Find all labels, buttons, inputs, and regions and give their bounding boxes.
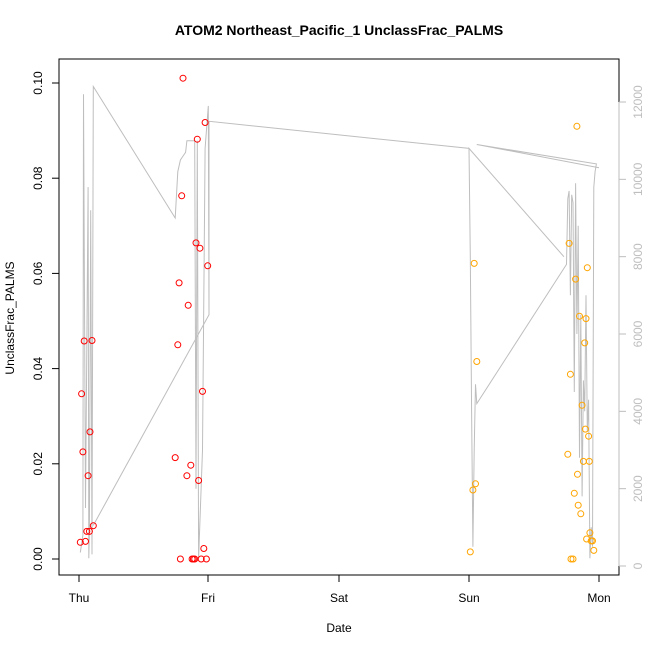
y-right-tick-label: 0 — [631, 562, 645, 569]
data-point-red — [175, 279, 183, 287]
data-point-red — [86, 428, 94, 436]
data-point-orange — [570, 489, 578, 497]
data-point-orange — [586, 529, 594, 537]
x-tick-label: Thu — [69, 591, 90, 605]
data-point-red — [195, 477, 203, 484]
data-point-orange — [572, 275, 580, 283]
points-layer — [76, 74, 598, 563]
data-point-orange — [565, 239, 573, 247]
altitude-line-layer — [79, 84, 600, 559]
data-point-red — [187, 461, 195, 469]
data-point-orange — [566, 370, 574, 378]
data-point-red — [199, 387, 206, 395]
data-point-orange — [589, 537, 596, 545]
y-right-tick-label: 10000 — [631, 162, 645, 196]
y-tick-label: 0.02 — [31, 452, 45, 476]
data-point-red — [204, 262, 212, 270]
data-point-red — [85, 527, 93, 535]
data-point-orange — [469, 486, 477, 494]
data-point-red — [82, 537, 89, 545]
x-tick-label: Fri — [201, 591, 215, 605]
data-point-red — [176, 555, 184, 563]
data-point-red — [183, 472, 191, 480]
data-point-red — [174, 341, 182, 349]
data-point-red — [80, 337, 88, 345]
y-axis-label: UnclassFrac_PALMS — [3, 261, 17, 374]
data-point-orange — [569, 555, 577, 563]
data-point-red — [84, 472, 92, 480]
x-axis-label: Date — [326, 621, 352, 635]
data-point-red — [78, 390, 86, 398]
x-tick-label: Mon — [587, 591, 610, 605]
data-point-orange — [576, 312, 583, 320]
data-point-orange — [585, 432, 593, 440]
data-point-red — [171, 454, 179, 462]
data-point-orange — [470, 259, 478, 267]
data-point-red — [89, 522, 97, 530]
data-point-red — [83, 527, 91, 535]
data-point-orange — [590, 546, 598, 554]
data-point-orange — [578, 401, 586, 409]
data-point-red — [192, 239, 200, 247]
data-point-red — [184, 301, 192, 309]
y-right-tick-label: 4000 — [631, 398, 645, 425]
data-point-red — [76, 538, 84, 546]
data-point-red — [178, 192, 186, 200]
data-point-orange — [581, 425, 589, 433]
altitude-line — [79, 84, 600, 559]
data-point-red — [196, 244, 204, 252]
data-point-red — [79, 448, 87, 456]
x-tick-label: Sun — [458, 591, 479, 605]
y-tick-label: 0.06 — [31, 261, 45, 285]
y-tick-label: 0.00 — [31, 547, 45, 571]
data-point-orange — [585, 457, 593, 465]
data-point-red — [200, 545, 208, 552]
y-tick-label: 0.08 — [31, 166, 45, 190]
data-point-orange — [574, 470, 581, 478]
y-right-tick-label: 8000 — [631, 243, 645, 270]
data-point-orange — [573, 122, 581, 130]
axes-layer: Thu Fri Sat Sun Mon 0.00 0.02 0.04 0.06 0.08 0.10 0… — [31, 71, 645, 605]
data-point-orange — [582, 315, 590, 323]
data-point-red — [202, 555, 210, 563]
data-point-orange — [466, 548, 474, 556]
x-tick-label: Sat — [330, 591, 349, 605]
y-right-tick-label: 2000 — [631, 475, 645, 502]
data-point-orange — [473, 358, 481, 365]
data-point-red — [88, 337, 96, 344]
y-tick-label: 0.04 — [31, 357, 45, 381]
data-point-red — [197, 555, 205, 563]
data-point-orange — [472, 480, 479, 488]
data-point-orange — [583, 264, 591, 272]
y-right-tick-label: 6000 — [631, 320, 645, 347]
data-point-red — [193, 135, 201, 143]
data-point-orange — [564, 450, 572, 458]
y-right-tick-label: 12000 — [631, 85, 645, 119]
data-point-orange — [577, 510, 585, 518]
chart-title: ATOM2 Northeast_Pacific_1 UnclassFrac_PA… — [175, 22, 503, 38]
y-tick-label: 0.10 — [31, 71, 45, 95]
data-point-orange — [581, 339, 589, 347]
data-point-orange — [574, 501, 582, 509]
data-point-orange — [567, 555, 575, 563]
data-point-red — [201, 119, 209, 126]
data-point-red — [179, 74, 187, 82]
